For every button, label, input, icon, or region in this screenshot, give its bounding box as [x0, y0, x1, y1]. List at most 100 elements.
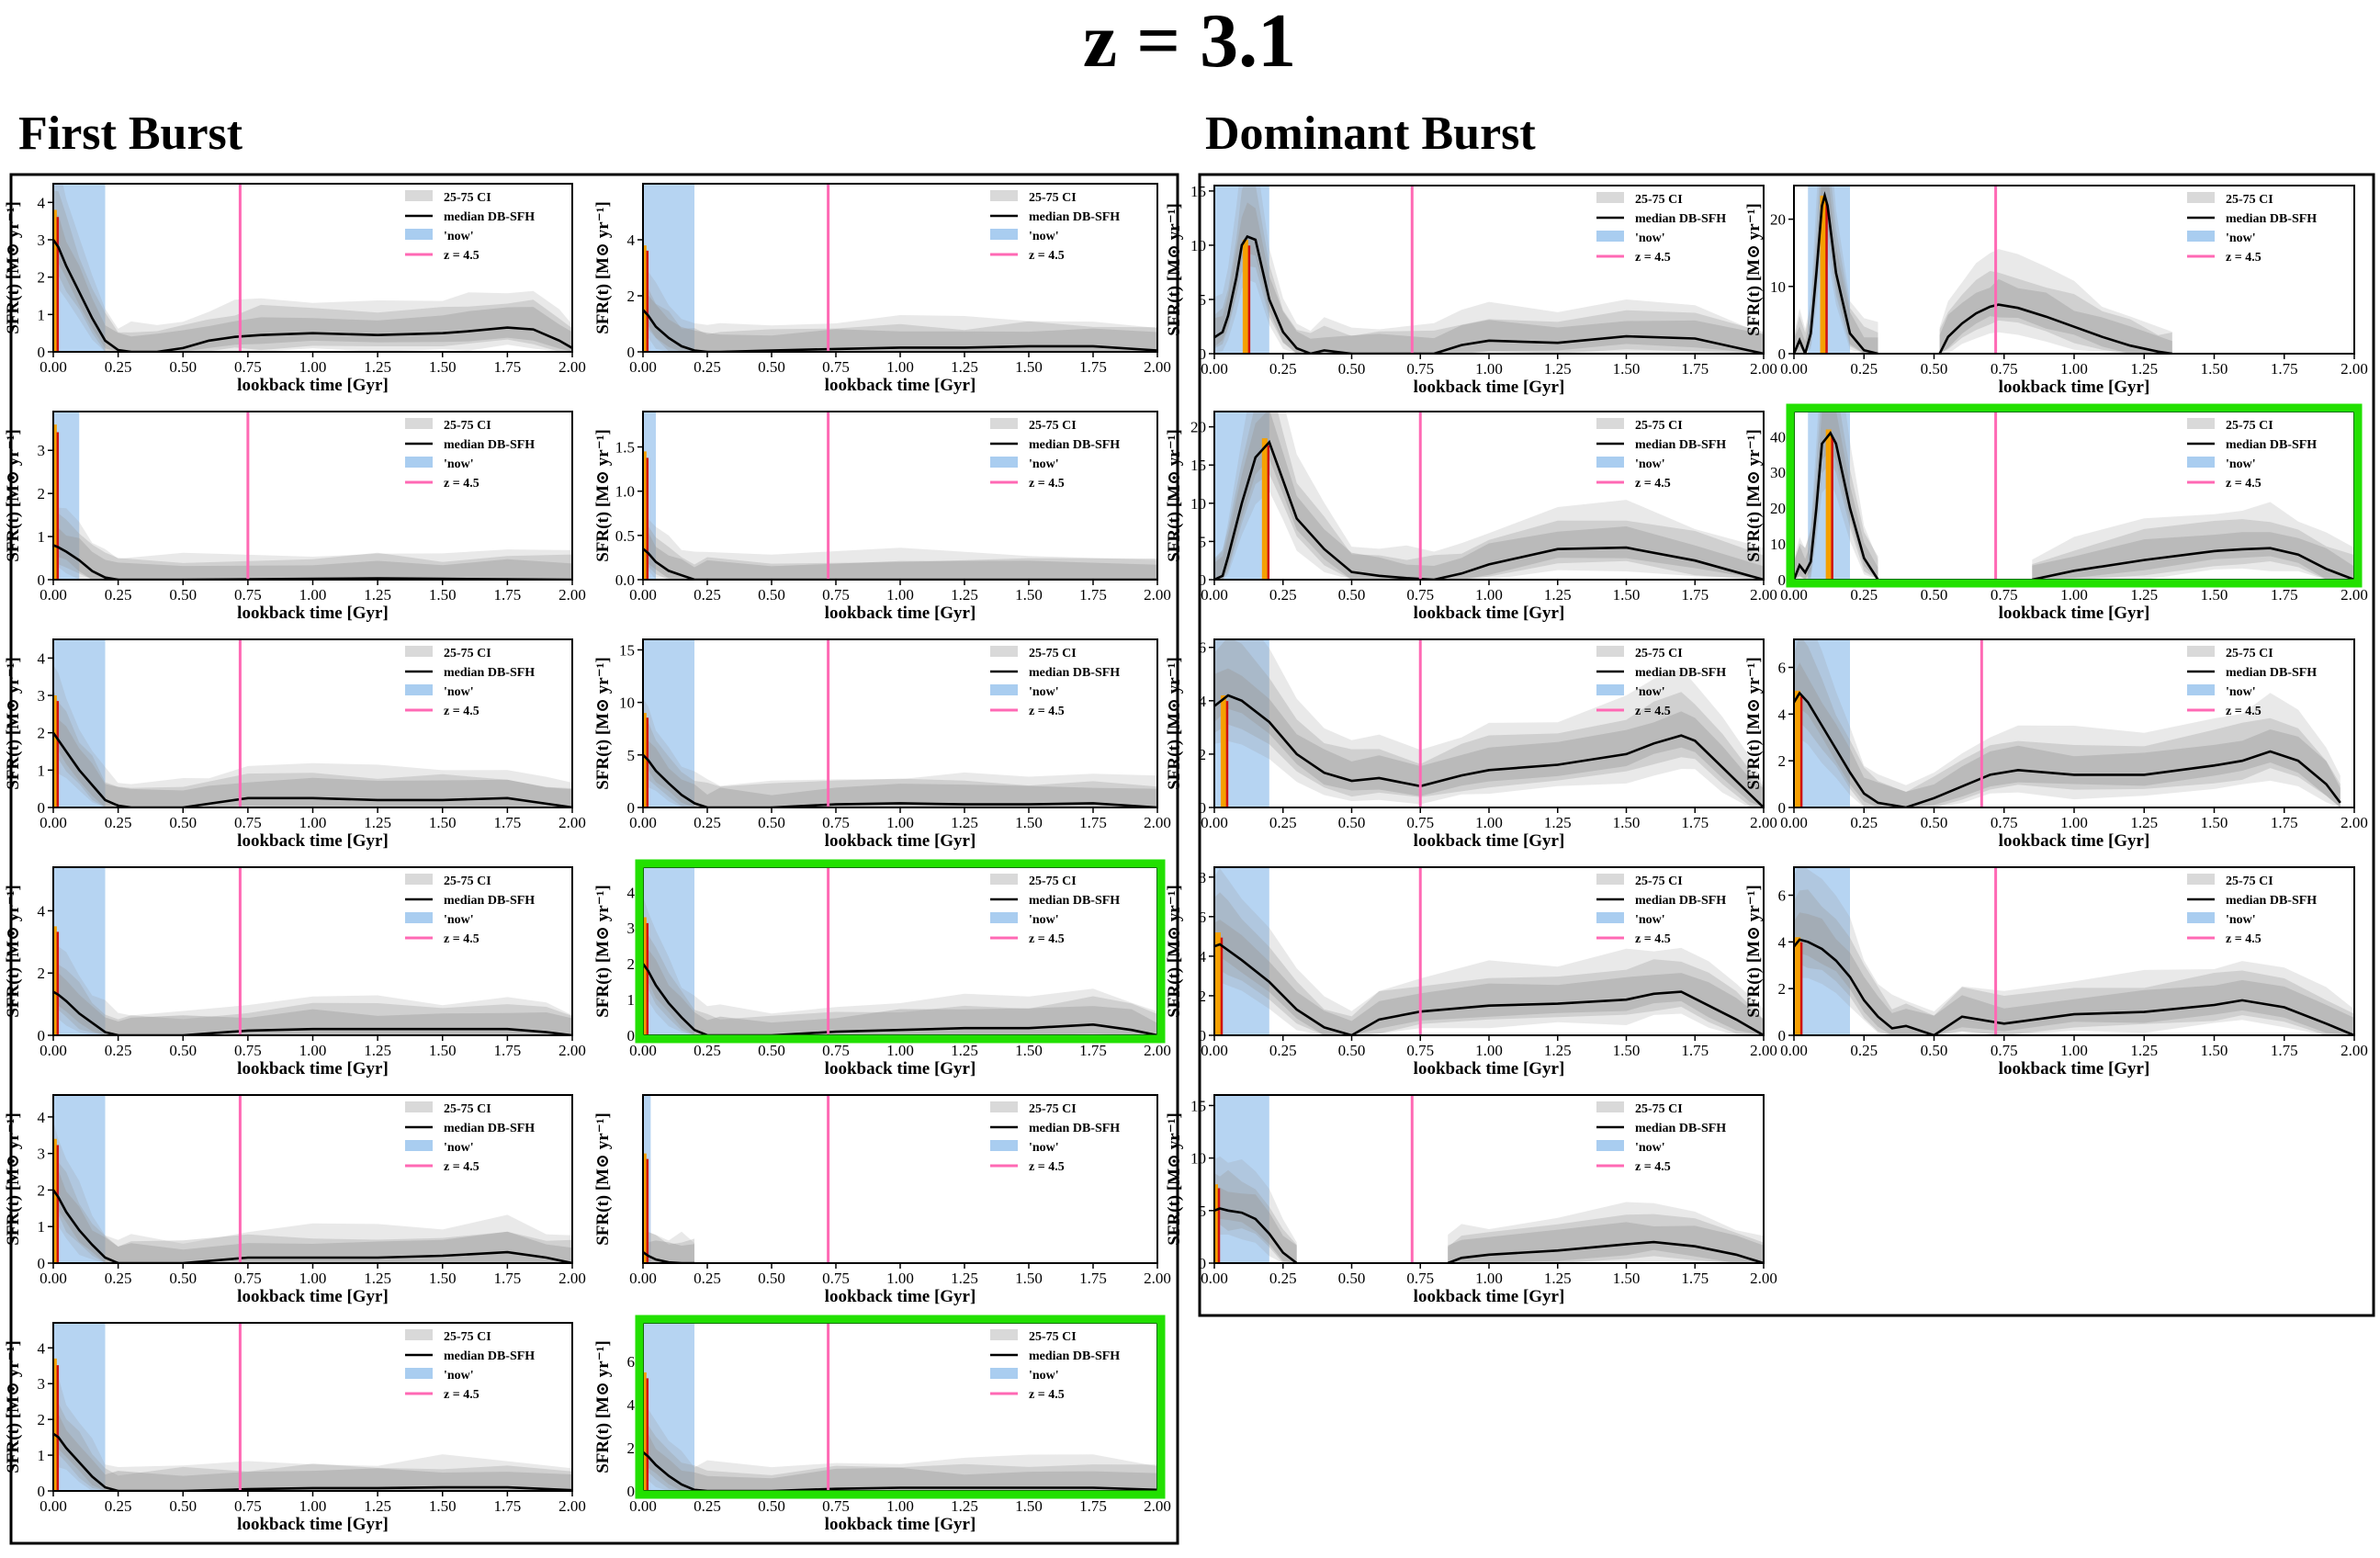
x-tick-label: 0.00: [1780, 814, 1808, 831]
legend-ci-swatch: [1596, 418, 1624, 429]
legend-median-label: median DB-SFH: [1635, 1122, 1726, 1135]
legend-now-swatch: [2187, 457, 2215, 468]
x-tick-label: 1.25: [951, 586, 978, 604]
y-tick-label: 2: [38, 965, 46, 982]
x-tick-label: 0.50: [1921, 360, 1948, 378]
x-tick-label: 1.25: [951, 1270, 978, 1287]
y-tick-label: 10: [1190, 1150, 1206, 1168]
y-tick-label: 2: [1199, 746, 1207, 763]
x-tick-label: 0.00: [629, 586, 657, 604]
median-line-0: [1794, 191, 1878, 354]
x-tick-label: 0.50: [1921, 1042, 1948, 1059]
median-line-0: [53, 731, 572, 807]
x-tick-label: 1.25: [364, 814, 391, 831]
x-tick-label: 1.50: [1015, 1042, 1043, 1059]
y-axis-label: SFR(t) [M⊙ yr⁻¹]: [4, 201, 23, 334]
x-tick-label: 0.50: [758, 1042, 785, 1059]
x-tick-label: 1.75: [1681, 586, 1709, 604]
legend-ci-swatch: [405, 1101, 433, 1112]
first-burst-4: 0.00 0.25 0.50 0.75 1.00 1.25 1.50 1.75 2.00 look…: [593, 411, 1171, 623]
x-tick-label: 0.25: [1850, 814, 1878, 831]
now-band: [53, 1095, 106, 1263]
now-band: [643, 639, 694, 807]
y-axis-label: SFR(t) [M⊙ yr⁻¹]: [1744, 203, 1764, 336]
plot-area: [1794, 186, 2172, 354]
x-tick-label: 2.00: [1144, 358, 1171, 376]
legend-median-label: median DB-SFH: [1029, 438, 1120, 452]
x-tick-label: 0.25: [1850, 360, 1878, 378]
y-tick-label: 20: [1190, 419, 1206, 436]
x-tick-label: 1.25: [1544, 814, 1572, 831]
x-tick-label: 1.00: [886, 1042, 914, 1059]
plot-area: [643, 412, 1157, 580]
legend-median-label: median DB-SFH: [1029, 894, 1120, 908]
y-tick-label: 30: [1770, 464, 1786, 481]
y-tick-label: 15: [1190, 1097, 1206, 1114]
y-tick-label: 4: [627, 1396, 636, 1414]
legend-zline-label: z = 4.5: [1029, 249, 1065, 263]
panels-layer: 0.00 0.25 0.50 0.75 1.00 1.25 1.50 1.75 2.00 look…: [4, 183, 2368, 1534]
y-tick-label: 0: [38, 1255, 46, 1272]
legend-now-swatch: [1596, 684, 1624, 695]
legend-now-label: 'now': [444, 1141, 474, 1155]
y-tick-label: 5: [1199, 533, 1207, 550]
y-tick-label: 20: [1770, 211, 1786, 229]
x-tick-label: 0.75: [822, 1042, 850, 1059]
y-tick-label: 3: [38, 1375, 46, 1393]
legend-ci-swatch: [990, 418, 1018, 429]
ci-band: [53, 213, 572, 352]
legend-ci-label: 25-75 CI: [1029, 875, 1077, 888]
x-tick-label: 0.75: [1406, 586, 1434, 604]
dominant-burst-frame: [1198, 173, 2375, 1317]
y-tick-label: 8: [1199, 869, 1207, 886]
x-tick-label: 1.50: [1015, 814, 1043, 831]
ci-band: [1939, 278, 2172, 354]
x-tick-label: 1.50: [2201, 814, 2228, 831]
ci-band: [53, 190, 572, 352]
ci-band: [1794, 889, 2354, 1035]
x-axis-label: lookback time [Gyr]: [237, 1059, 389, 1078]
dominant-burst-4: 0.00 0.25 0.50 0.75 1.00 1.25 1.50 1.75 2.00 look…: [1744, 403, 2368, 623]
x-tick-label: 1.25: [1544, 586, 1572, 604]
x-tick-label: 1.25: [2130, 814, 2158, 831]
x-tick-label: 0.50: [1338, 1270, 1366, 1287]
ci-band: [643, 287, 1157, 352]
x-tick-label: 0.75: [1406, 814, 1434, 831]
plot-area: [643, 1323, 1157, 1491]
ci-band: [643, 698, 1157, 807]
dominant-burst-9: 0.00 0.25 0.50 0.75 1.00 1.25 1.50 1.75 2.00 look…: [1165, 1094, 1777, 1306]
legend-ci-label: 25-75 CI: [1029, 1102, 1077, 1116]
ci-band: [643, 919, 1157, 1035]
y-tick-label: 0: [627, 1027, 636, 1044]
x-tick-label: 0.75: [1991, 586, 2018, 604]
first-burst-7: 0.00 0.25 0.50 0.75 1.00 1.25 1.50 1.75 2.00 look…: [4, 866, 586, 1078]
plot-area: [1794, 867, 2354, 1035]
x-tick-label: 1.50: [429, 586, 457, 604]
ci-band: [643, 716, 1157, 807]
median-line-1: [1938, 303, 2172, 354]
legend-now-label: 'now': [1635, 913, 1665, 927]
plot-area: [643, 867, 1157, 1035]
ci-band: [1794, 662, 2341, 807]
legend-now-swatch: [2187, 912, 2215, 923]
x-tick-label: 1.75: [2271, 1042, 2298, 1059]
y-axis-label: SFR(t) [M⊙ yr⁻¹]: [593, 1340, 613, 1473]
ci-band: [1214, 186, 1764, 354]
x-tick-label: 1.25: [951, 814, 978, 831]
y-tick-label: 10: [1770, 278, 1786, 296]
x-tick-label: 0.25: [694, 1270, 721, 1287]
y-tick-label: 0: [1199, 571, 1207, 589]
plot-area: [1794, 412, 2354, 580]
x-tick-label: 0.50: [1338, 586, 1366, 604]
y-tick-label: 0: [38, 571, 46, 589]
x-tick-label: 1.00: [299, 586, 327, 604]
x-tick-label: 1.00: [2060, 1042, 2088, 1059]
x-tick-label: 0.25: [105, 1270, 132, 1287]
y-axis-label: SFR(t) [M⊙ yr⁻¹]: [1165, 657, 1184, 790]
x-tick-label: 0.75: [822, 1270, 850, 1287]
y-tick-label: 2: [1778, 752, 1787, 770]
ci-band: [643, 261, 1157, 352]
y-tick-label: 0: [1199, 1255, 1207, 1272]
x-tick-label: 1.50: [429, 1270, 457, 1287]
